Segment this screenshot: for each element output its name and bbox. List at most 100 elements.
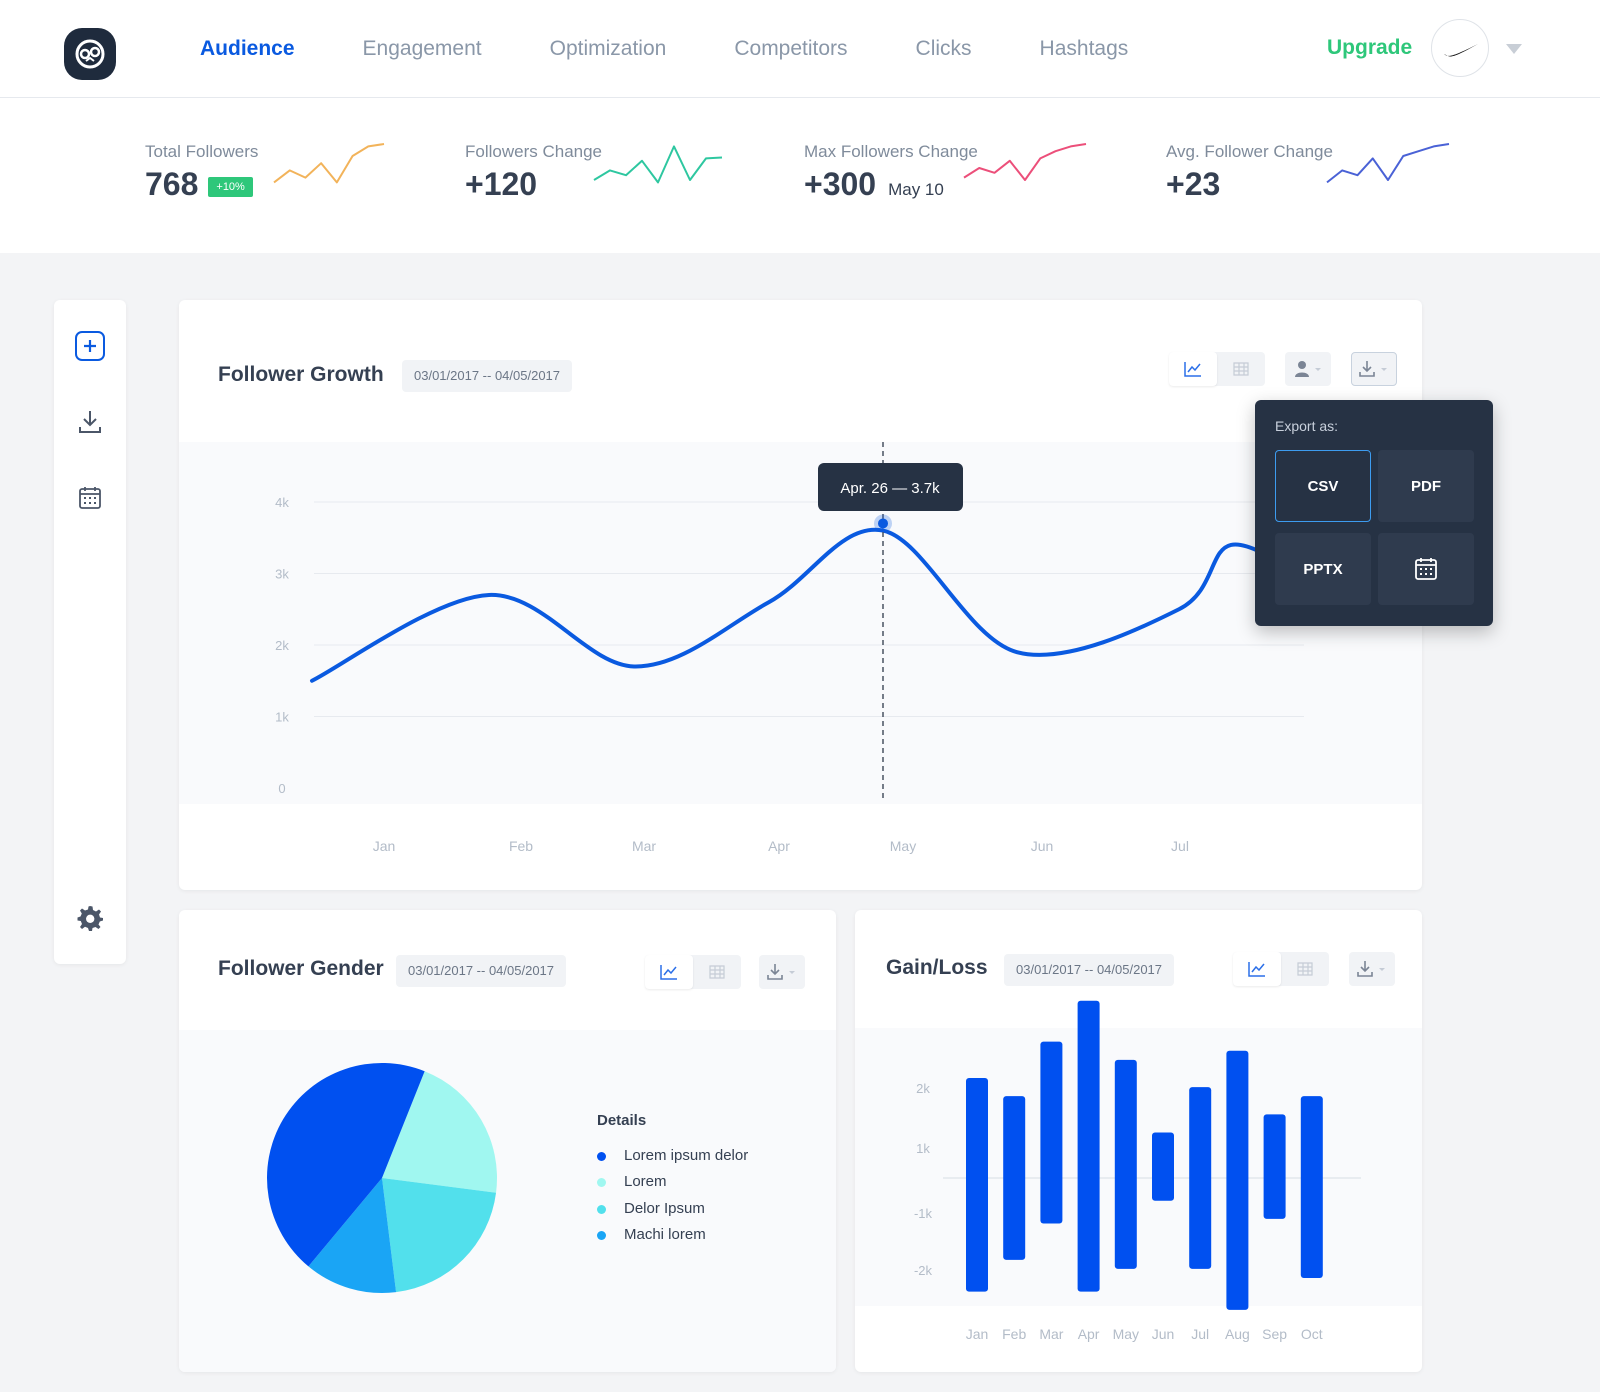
plot-area	[855, 1028, 1422, 1306]
gain-loss-bar-chart[interactable]: 2k 1k -1k -2k Jan Feb Mar Apr May Jun Jul Aug Sep Oct	[855, 910, 1422, 1372]
legend-label: Lorem ipsum delor	[624, 1147, 749, 1164]
date-range-pill[interactable]: 03/01/2017 -- 04/05/2017	[396, 955, 567, 987]
x-tick-label: Oct	[1301, 1326, 1323, 1342]
table-view-button[interactable]	[693, 955, 741, 989]
sparkline-followers-change	[593, 145, 723, 184]
sparkline-path	[963, 143, 1087, 181]
stat-label: Total Followers	[145, 142, 259, 161]
x-tick-label: May	[890, 838, 916, 854]
nav-tab-clicks[interactable]: Clicks	[915, 37, 972, 60]
y-tick-label: 1k	[275, 710, 289, 725]
app-logo[interactable]	[64, 28, 116, 80]
export-csv-option[interactable]: CSV	[1275, 450, 1371, 522]
view-toggle	[645, 955, 741, 989]
line-chart-icon	[1248, 962, 1265, 977]
line-chart-icon	[660, 965, 677, 980]
export-menu-title: Export as:	[1275, 418, 1339, 434]
x-tick-label: Jan	[373, 838, 396, 854]
export-button[interactable]	[759, 955, 805, 989]
stat-number: 768	[145, 166, 199, 202]
add-button[interactable]	[72, 328, 108, 364]
main-nav: Audience Engagement Optimization Competi…	[200, 0, 1196, 98]
stat-number: +300	[804, 166, 877, 202]
owl-logo-icon	[75, 39, 105, 69]
card-title: Follower Growth	[218, 363, 384, 386]
pie-slice[interactable]	[267, 1063, 425, 1267]
x-tick-label: Feb	[509, 838, 533, 854]
calendar-button[interactable]	[72, 480, 108, 516]
export-schedule-option[interactable]	[1378, 533, 1474, 605]
growth-badge: +10%	[208, 176, 253, 197]
pie-slice[interactable]	[308, 1178, 397, 1293]
chart-view-button[interactable]	[645, 955, 693, 989]
date-range-pill[interactable]: 03/01/2017 -- 04/05/2017	[402, 360, 573, 392]
account-menu-caret-icon[interactable]	[1506, 44, 1522, 54]
nav-tab-audience[interactable]: Audience	[200, 37, 295, 60]
export-pptx-option[interactable]: PPTX	[1275, 533, 1371, 605]
x-tick-label: Aug	[1225, 1326, 1250, 1342]
gain-loss-bar[interactable]	[1040, 1041, 1063, 1224]
card-title: Gain/Loss	[886, 956, 988, 979]
export-button[interactable]	[1351, 352, 1397, 386]
date-range-pill[interactable]: 03/01/2017 -- 04/05/2017	[1004, 954, 1175, 986]
stat-avg-follower-change: Avg. Follower Change +23	[1166, 142, 1333, 203]
pie-slice[interactable]	[382, 1071, 497, 1193]
x-tick-label: Sep	[1262, 1326, 1287, 1342]
highlight-point[interactable]	[878, 518, 888, 529]
x-tick-label: Jul	[1171, 838, 1189, 854]
gain-loss-bar[interactable]	[1077, 1000, 1100, 1292]
legend-dot	[597, 1151, 606, 1161]
y-tick-label: -2k	[914, 1263, 933, 1278]
download-icon	[79, 411, 101, 433]
export-pdf-option[interactable]: PDF	[1378, 450, 1474, 522]
gain-loss-bar[interactable]	[1189, 1087, 1212, 1269]
legend-item: Delor Ipsum	[597, 1200, 705, 1217]
sparkline-path	[1326, 143, 1450, 184]
gain-loss-bar[interactable]	[1114, 1059, 1137, 1269]
legend-dot	[597, 1177, 606, 1187]
sparkline-max-followers-change	[963, 143, 1087, 181]
stat-label: Max Followers Change	[804, 142, 978, 161]
y-tick-label: 2k	[275, 638, 289, 653]
legend-item: Lorem	[597, 1173, 667, 1190]
x-tick-label: Feb	[1002, 1326, 1026, 1342]
settings-button[interactable]	[72, 900, 108, 936]
stat-label: Avg. Follower Change	[1166, 142, 1333, 161]
nav-tab-hashtags[interactable]: Hashtags	[1039, 37, 1129, 60]
stat-value: +23	[1166, 166, 1221, 202]
gain-loss-bar[interactable]	[1003, 1096, 1026, 1260]
nav-tab-optimization[interactable]: Optimization	[549, 37, 667, 60]
chart-view-button[interactable]	[1233, 952, 1281, 986]
tooltip-box	[818, 463, 963, 511]
gain-loss-bar[interactable]	[966, 1078, 988, 1292]
follower-growth-card: Follower Growth 03/01/2017 -- 04/05/2017…	[179, 300, 1422, 890]
pie-slice[interactable]	[382, 1178, 497, 1293]
audience-filter-button[interactable]	[1285, 352, 1331, 386]
gain-loss-bar[interactable]	[1300, 1096, 1323, 1278]
follower-growth-line-chart[interactable]: 0 1k 2k 3k 4k Jan Feb Mar Apr May Jun Jul Apr. 26 — …	[179, 300, 1422, 890]
download-dropdown-icon	[767, 964, 795, 980]
swoosh-logo-icon	[1444, 44, 1478, 57]
gain-loss-bar[interactable]	[1263, 1114, 1286, 1219]
gain-loss-bar[interactable]	[1152, 1132, 1174, 1201]
gain-loss-bar[interactable]	[1226, 1050, 1249, 1310]
gain-loss-card: Gain/Loss 03/01/2017 -- 04/05/2017 2k 1k -…	[855, 910, 1422, 1372]
download-dropdown-icon	[1359, 361, 1387, 377]
x-tick-label: May	[1113, 1326, 1139, 1342]
follower-gender-pie-chart[interactable]	[179, 910, 836, 1372]
x-tick-label: Jun	[1152, 1326, 1175, 1342]
plus-icon	[75, 331, 105, 361]
export-button[interactable]	[1349, 952, 1395, 986]
table-view-button[interactable]	[1217, 352, 1265, 386]
nav-tab-competitors[interactable]: Competitors	[734, 37, 848, 60]
legend-dot	[597, 1230, 606, 1240]
x-tick-label: Mar	[1039, 1326, 1063, 1342]
top-navigation-bar: Audience Engagement Optimization Competi…	[0, 0, 1600, 98]
account-avatar[interactable]	[1431, 19, 1489, 77]
nav-tab-engagement[interactable]: Engagement	[362, 37, 482, 60]
calendar-icon	[1415, 558, 1437, 580]
upgrade-link[interactable]: Upgrade	[1327, 36, 1413, 59]
chart-view-button[interactable]	[1169, 352, 1217, 386]
download-button[interactable]	[72, 404, 108, 440]
table-view-button[interactable]	[1281, 952, 1329, 986]
